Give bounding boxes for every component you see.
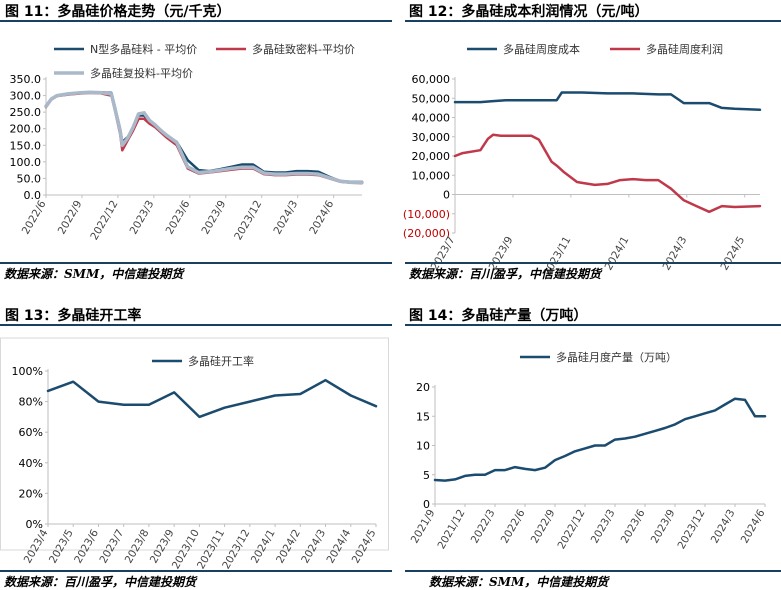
series-line-1 [453, 91, 762, 112]
title-rule [405, 20, 781, 22]
source-note: 数据来源：百川盈孚，中信建投期货 [409, 267, 602, 281]
y-tick-label: 350.0 [10, 73, 42, 86]
y-tick-label: 20,000 [412, 150, 451, 163]
y-tick-label: 50.0 [17, 172, 42, 185]
chart-cost-profit: (20,000) (10,000) 0 10,000 20,000 30,000 40,00… [403, 42, 762, 278]
x-tick-label: 2024/5 [718, 235, 747, 273]
y-tick-label: 40,000 [412, 112, 451, 125]
y-tick-label: 0 [443, 189, 450, 202]
panel-title: 图 11：多晶硅价格走势（元/千克） [5, 4, 231, 20]
legend-label: 多晶硅月度产量（万吨） [556, 350, 677, 364]
x-tick-label: 2024/3 [661, 235, 690, 273]
x-tick-label: 2023/12 [675, 508, 707, 552]
x-tick-label: 2023/12 [232, 199, 264, 243]
x-tick-label: 2023/3 [589, 508, 618, 546]
panel-fig14: 图 14：多晶硅产量（万吨） 0 5 10 15 20 2021/9 2021/12 2022… [405, 298, 781, 590]
y-tick-label: 200.0 [10, 123, 42, 136]
y-tick-label: 0 [423, 498, 430, 511]
y-tick-label: (10,000) [403, 208, 450, 221]
y-tick-label: 5 [423, 469, 430, 482]
y-tick-label: (20,000) [403, 227, 450, 240]
x-tick-label: 2022/3 [469, 508, 498, 546]
x-tick-label: 2022/6 [20, 198, 49, 236]
y-tick-label: 30,000 [412, 131, 451, 144]
series-line-2 [453, 133, 762, 214]
title-rule [0, 324, 392, 326]
x-tick-label: 2024/6 [307, 198, 336, 236]
y-tick-label: 20% [19, 487, 43, 500]
panel-title: 图 13：多晶硅开工率 [5, 308, 142, 324]
y-tick-label: 300.0 [10, 90, 42, 103]
series-line-1 [44, 91, 364, 183]
y-tick-label: 250.0 [10, 106, 42, 119]
x-tick-label: 2022/6 [499, 507, 528, 545]
x-tick-label: 2024/3 [271, 199, 300, 237]
panel-fig13: 图 13：多晶硅开工率 0% 20% 40% 60% 80% 100% 2023/4 2023… [0, 298, 392, 590]
source-note: 数据来源：SMM，中信建投期货 [429, 575, 609, 589]
source-rule [405, 262, 781, 264]
y-tick-label: 80% [19, 396, 43, 409]
chart-operating-rate: 0%20%40%60%80%100%2023/42023/52023/62023… [0, 337, 389, 571]
x-tick-label: 2023/6 [164, 198, 193, 236]
x-tick-label: 2024/1 [603, 235, 632, 273]
y-tick-label: 60,000 [412, 73, 451, 86]
x-tick-label: 2023/9 [649, 508, 678, 546]
y-tick-label: 50,000 [412, 92, 451, 105]
legend-label: 多晶硅周度成本 [503, 42, 580, 56]
y-tick-label: 10,000 [412, 169, 451, 182]
x-tick-label: 2023/6 [619, 507, 648, 545]
source-note: 数据来源：百川盈孚，中信建投期货 [4, 575, 197, 589]
title-rule [0, 20, 392, 22]
panel-title: 图 14：多晶硅产量（万吨） [409, 308, 588, 324]
y-tick-label: 100% [12, 365, 43, 378]
x-tick-label: 2023/9 [200, 198, 229, 236]
legend-label: 多晶硅周度利润 [646, 42, 723, 56]
series-line-1 [433, 397, 767, 482]
x-tick-label: 2024/5 [350, 528, 379, 566]
legend-label: 多晶硅致密料-平均价 [252, 42, 355, 56]
y-tick-label: 20 [416, 381, 430, 394]
source-note: 数据来源：SMM，中信建投期货 [4, 267, 184, 281]
panel-fig12: 图 12：多晶硅成本利润情况（元/吨） (20,000) (10,000) 0 10,… [403, 0, 781, 290]
y-tick-label: 150.0 [10, 139, 42, 152]
x-tick-label: 2024/6 [739, 507, 768, 545]
y-tick-label: 40% [19, 457, 43, 470]
title-rule [405, 324, 781, 326]
source-rule [0, 262, 392, 264]
x-tick-label: 2024/3 [709, 508, 738, 546]
x-tick-label: 2023/3 [128, 199, 157, 237]
y-tick-label: 10 [416, 440, 430, 453]
legend-label: N型多晶硅料 - 平均价 [90, 42, 197, 56]
y-tick-label: 100.0 [10, 156, 42, 169]
x-tick-label: 2022/9 [56, 199, 85, 237]
panel-title: 图 12：多晶硅成本利润情况（元/吨） [409, 4, 649, 20]
y-tick-label: 0% [26, 518, 43, 531]
panel-fig11: 图 11：多晶硅价格走势（元/千克） 0.0 50.0 100.0 150.0 200.… [0, 0, 392, 290]
chart-frame [0, 337, 389, 551]
x-tick-label: 2021/9 [409, 508, 438, 546]
legend-label: 多晶硅复投料-平均价 [90, 66, 193, 80]
series-line-1 [46, 378, 378, 419]
x-tick-label: 2022/9 [529, 508, 558, 546]
source-rule [0, 570, 392, 572]
y-tick-label: 15 [416, 410, 430, 423]
x-tick-label: 2022/12 [555, 508, 587, 552]
series-line-3 [44, 90, 364, 185]
x-tick-label: 2021/12 [435, 508, 467, 552]
y-tick-label: 0.0 [24, 189, 42, 202]
legend-label: 多晶硅开工率 [188, 354, 254, 368]
chart-price-trend: 0.0 50.0 100.0 150.0 200.0 250.0 300.0 350.0 202… [10, 42, 364, 243]
source-rule [405, 570, 781, 572]
x-tick-label: 2022/12 [88, 199, 120, 243]
y-tick-label: 60% [19, 426, 43, 439]
